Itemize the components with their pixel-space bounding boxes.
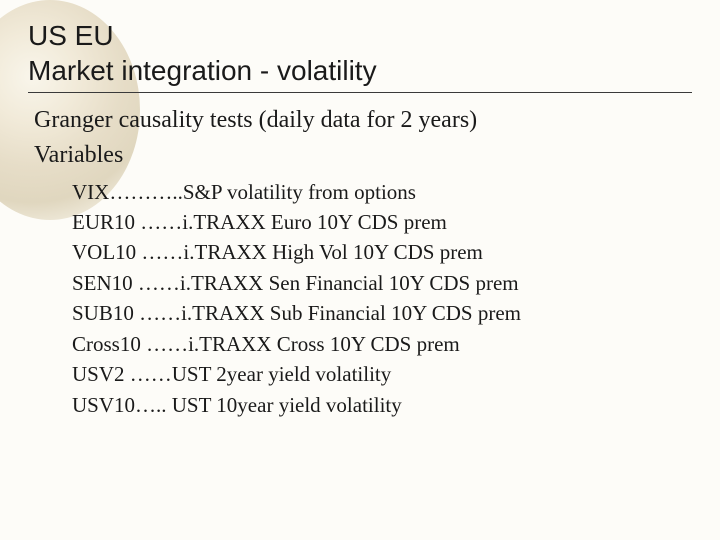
variable-list: VIX………..S&P volatility from options EUR1… (72, 177, 692, 421)
title-line-2: Market integration - volatility (28, 53, 692, 88)
title-block: US EU Market integration - volatility (28, 18, 692, 93)
title-line-1: US EU (28, 18, 692, 53)
list-item: USV10….. UST 10year yield volatility (72, 390, 692, 420)
list-item: Cross10 ……i.TRAXX Cross 10Y CDS prem (72, 329, 692, 359)
slide-content: US EU Market integration - volatility Gr… (0, 0, 720, 420)
subtitle-line-1: Granger causality tests (daily data for … (34, 103, 692, 138)
list-item: USV2 ……UST 2year yield volatility (72, 359, 692, 389)
list-item: SUB10 ……i.TRAXX Sub Financial 10Y CDS pr… (72, 298, 692, 328)
list-item: EUR10 ……i.TRAXX Euro 10Y CDS prem (72, 207, 692, 237)
subtitle-line-2: Variables (34, 138, 692, 173)
list-item: VOL10 ……i.TRAXX High Vol 10Y CDS prem (72, 237, 692, 267)
list-item: SEN10 ……i.TRAXX Sen Financial 10Y CDS pr… (72, 268, 692, 298)
list-item: VIX………..S&P volatility from options (72, 177, 692, 207)
